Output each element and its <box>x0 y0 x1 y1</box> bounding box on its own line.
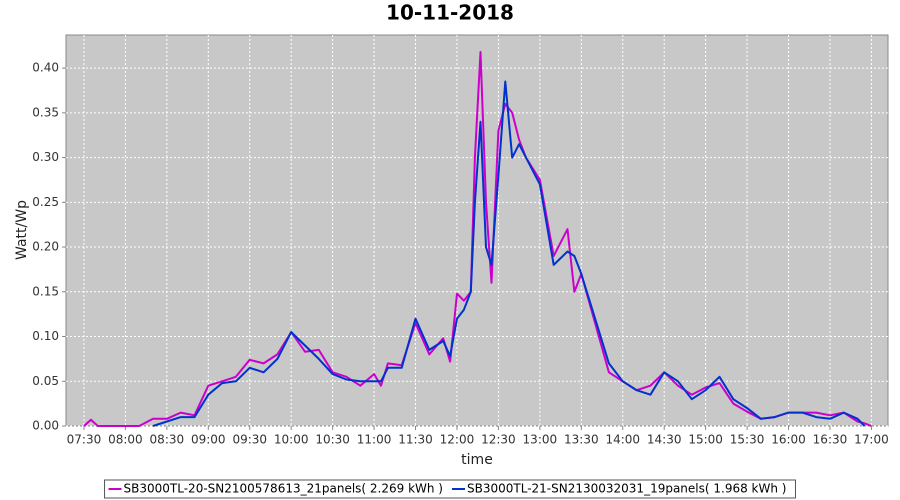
y-tick-label: 0.00 <box>32 419 59 433</box>
plot-area <box>65 34 889 427</box>
legend-box <box>104 479 796 499</box>
y-axis-label: Watt/Wp <box>14 200 30 260</box>
x-tick-label: 16:30 <box>813 433 848 447</box>
y-tick-label: 0.40 <box>32 61 59 75</box>
x-tick-label: 16:00 <box>771 433 806 447</box>
x-tick-label: 10:30 <box>315 433 350 447</box>
legend: SB3000TL-20-SN2100578613_21panels( 2.269… <box>104 479 796 499</box>
x-tick-label: 08:00 <box>108 433 143 447</box>
y-tick-label: 0.10 <box>32 329 59 343</box>
x-tick-label: 09:00 <box>191 433 226 447</box>
x-tick-label: 12:00 <box>440 433 475 447</box>
x-tick-label: 11:00 <box>357 433 392 447</box>
y-tick-label: 0.15 <box>32 284 59 298</box>
y-tick-label: 0.20 <box>32 240 59 254</box>
x-tick-label: 08:30 <box>150 433 185 447</box>
x-tick-label: 13:00 <box>523 433 558 447</box>
legend-label: SB3000TL-21-SN2130032031_19panels( 1.968… <box>467 482 786 496</box>
y-tick-label: 0.35 <box>32 105 59 119</box>
x-tick-label: 15:00 <box>688 433 723 447</box>
x-tick-label: 10:00 <box>274 433 309 447</box>
x-tick-label: 14:00 <box>605 433 640 447</box>
series-line <box>83 51 872 427</box>
y-tick-label: 0.05 <box>32 374 59 388</box>
series-line <box>152 80 866 427</box>
chart-title: 10-11-2018 <box>386 1 514 25</box>
y-tick-label: 0.25 <box>32 195 59 209</box>
x-tick-label: 13:30 <box>564 433 599 447</box>
x-tick-label: 17:00 <box>854 433 889 447</box>
x-tick-label: 15:30 <box>730 433 765 447</box>
x-tick-label: 12:30 <box>481 433 516 447</box>
x-tick-label: 09:30 <box>232 433 267 447</box>
y-tick-label: 0.30 <box>32 150 59 164</box>
x-tick-label: 14:30 <box>647 433 682 447</box>
x-tick-label: 11:30 <box>398 433 433 447</box>
legend-label: SB3000TL-20-SN2100578613_21panels( 2.269… <box>124 482 443 496</box>
x-tick-label: 07:30 <box>67 433 102 447</box>
x-axis-label: time <box>461 452 493 468</box>
